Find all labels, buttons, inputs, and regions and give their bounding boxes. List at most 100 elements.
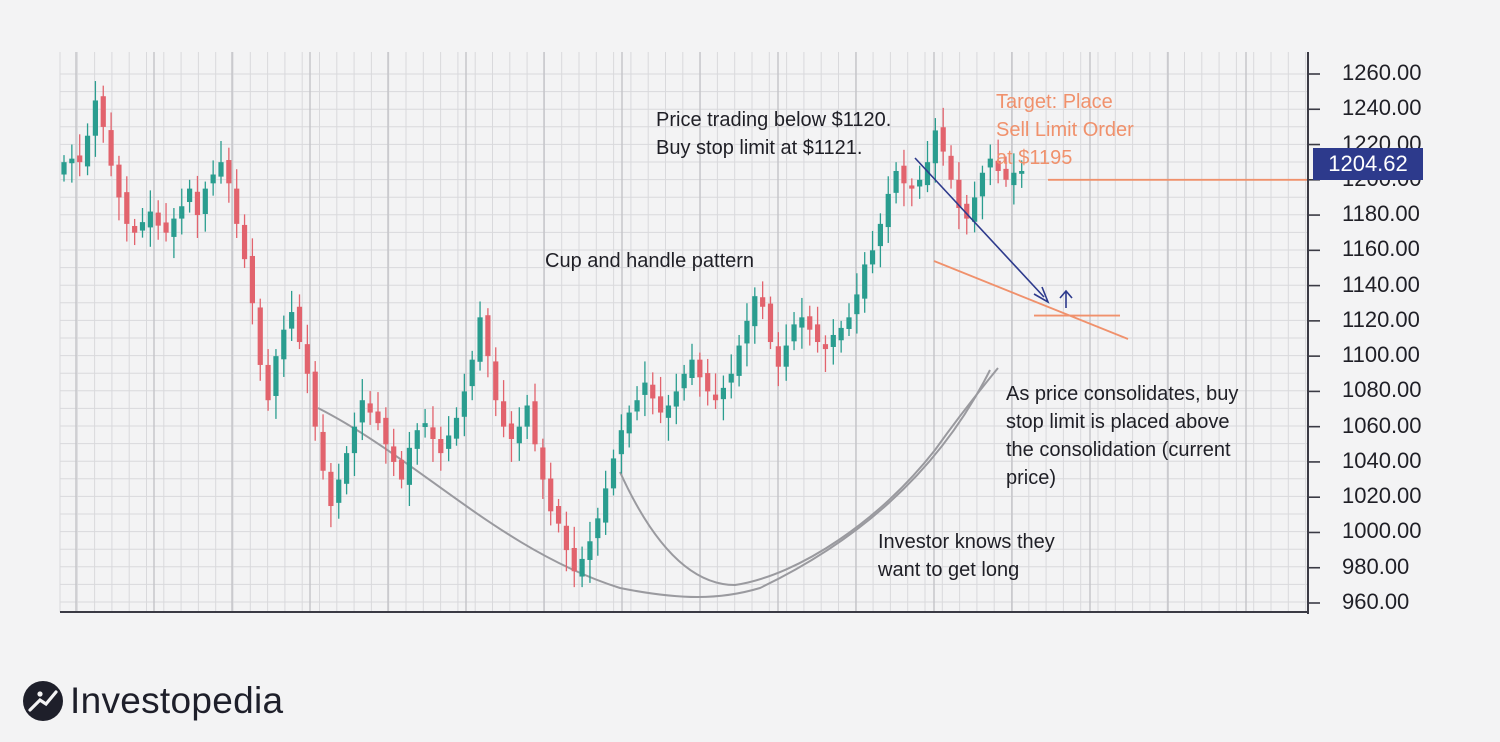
candle-body <box>367 403 373 413</box>
candle-body <box>587 541 593 560</box>
candle-body <box>987 158 993 168</box>
candle-body <box>689 359 695 378</box>
candle-body <box>618 430 624 455</box>
candle-body <box>281 329 287 360</box>
candle-body <box>155 212 161 226</box>
target-annotation: Target: Place Sell Limit Order at $1195 <box>996 91 1134 169</box>
candle-body <box>846 317 852 329</box>
handle-curve-inner <box>619 367 999 587</box>
candle-body <box>351 426 358 454</box>
candle-body <box>877 223 883 247</box>
candle-body <box>375 411 381 424</box>
candle-body <box>885 193 891 228</box>
candle-body <box>187 188 193 203</box>
candle-body <box>139 222 146 231</box>
candle-body <box>430 427 436 440</box>
pattern-annotation: Cup and handle pattern <box>545 250 755 272</box>
candle-body <box>414 430 420 449</box>
candle-body <box>673 391 679 407</box>
candle-body <box>124 192 130 224</box>
candle-body <box>328 471 334 507</box>
y-tick-label: 980.00 <box>1342 553 1410 579</box>
candle-body <box>712 394 719 401</box>
candle-body <box>854 294 860 315</box>
candle-body <box>116 164 122 198</box>
candle-body <box>909 185 915 189</box>
candle-body <box>226 160 232 184</box>
candle-body <box>972 197 978 222</box>
candle-body <box>830 334 836 347</box>
candle-body <box>791 324 797 342</box>
candle-body <box>438 439 444 454</box>
candle-body <box>995 160 1001 171</box>
current-price-badge: 1204.62 <box>1313 148 1423 180</box>
candle-body <box>92 100 98 136</box>
candle-body <box>336 479 342 503</box>
candle-body <box>163 222 169 233</box>
candle-body <box>697 359 703 378</box>
candle-body <box>540 447 546 480</box>
candle-body <box>603 488 609 523</box>
candle-body <box>720 387 726 400</box>
candle-body <box>901 165 907 184</box>
candle-body <box>626 412 632 434</box>
candle-body <box>752 296 758 327</box>
candle-body <box>658 396 664 413</box>
candle-body <box>406 447 412 485</box>
candle-body <box>775 346 781 367</box>
candle-body <box>453 417 460 439</box>
y-axis-ticks <box>1308 73 1320 604</box>
candle-body <box>940 127 946 152</box>
investopedia-logo: Investopedia <box>22 680 283 722</box>
candle-body <box>767 303 774 343</box>
candle-body <box>665 405 672 418</box>
candle-body <box>171 218 177 237</box>
candle-body <box>744 320 750 344</box>
candle-body <box>705 373 711 392</box>
candle-body <box>681 373 687 389</box>
candle-body <box>924 162 931 186</box>
candle-body <box>132 225 138 233</box>
candle-body <box>210 174 216 184</box>
y-tick-label: 1080.00 <box>1342 377 1422 403</box>
candle-body <box>1003 168 1009 180</box>
y-tick-label: 1000.00 <box>1342 518 1422 544</box>
brand-name: Investopedia <box>70 680 284 721</box>
candle-body <box>312 371 318 427</box>
buy-stop-annotation: Price trading below $1120. Buy stop limi… <box>656 109 892 159</box>
y-tick-label: 1240.00 <box>1342 95 1422 121</box>
candle-body <box>273 356 279 396</box>
candle-body <box>979 172 986 197</box>
candle-body <box>869 250 876 265</box>
candle-body <box>595 518 601 539</box>
logo-mark-icon <box>23 681 63 721</box>
candle-body <box>548 478 554 512</box>
candle-body <box>579 558 585 577</box>
candle-body <box>485 315 491 357</box>
candle-body <box>501 401 507 427</box>
candle-body <box>948 155 954 180</box>
y-tick-label: 1140.00 <box>1342 271 1420 297</box>
candle-body <box>398 459 405 480</box>
investor-annotation: Investor knows they want to get long <box>878 531 1055 581</box>
candle-body <box>822 344 829 350</box>
candle-body <box>194 191 201 216</box>
candle-body <box>1011 172 1017 186</box>
candle-body <box>265 364 271 401</box>
y-tick-label: 1180.00 <box>1342 201 1420 227</box>
y-tick-label: 960.00 <box>1342 589 1410 614</box>
candle-body <box>956 179 962 209</box>
chart-axes <box>60 52 1309 614</box>
candle-body <box>100 96 106 127</box>
candle-body <box>838 327 844 341</box>
candle-body <box>932 130 938 164</box>
candles <box>61 81 1025 588</box>
candle-body <box>917 179 923 187</box>
candle-body <box>563 525 569 551</box>
candle-body <box>508 423 515 440</box>
candle-body <box>516 426 522 444</box>
candle-body <box>296 306 303 343</box>
candle-body <box>218 162 224 177</box>
candle-body <box>532 401 538 445</box>
cup-handle-curves <box>317 367 999 598</box>
